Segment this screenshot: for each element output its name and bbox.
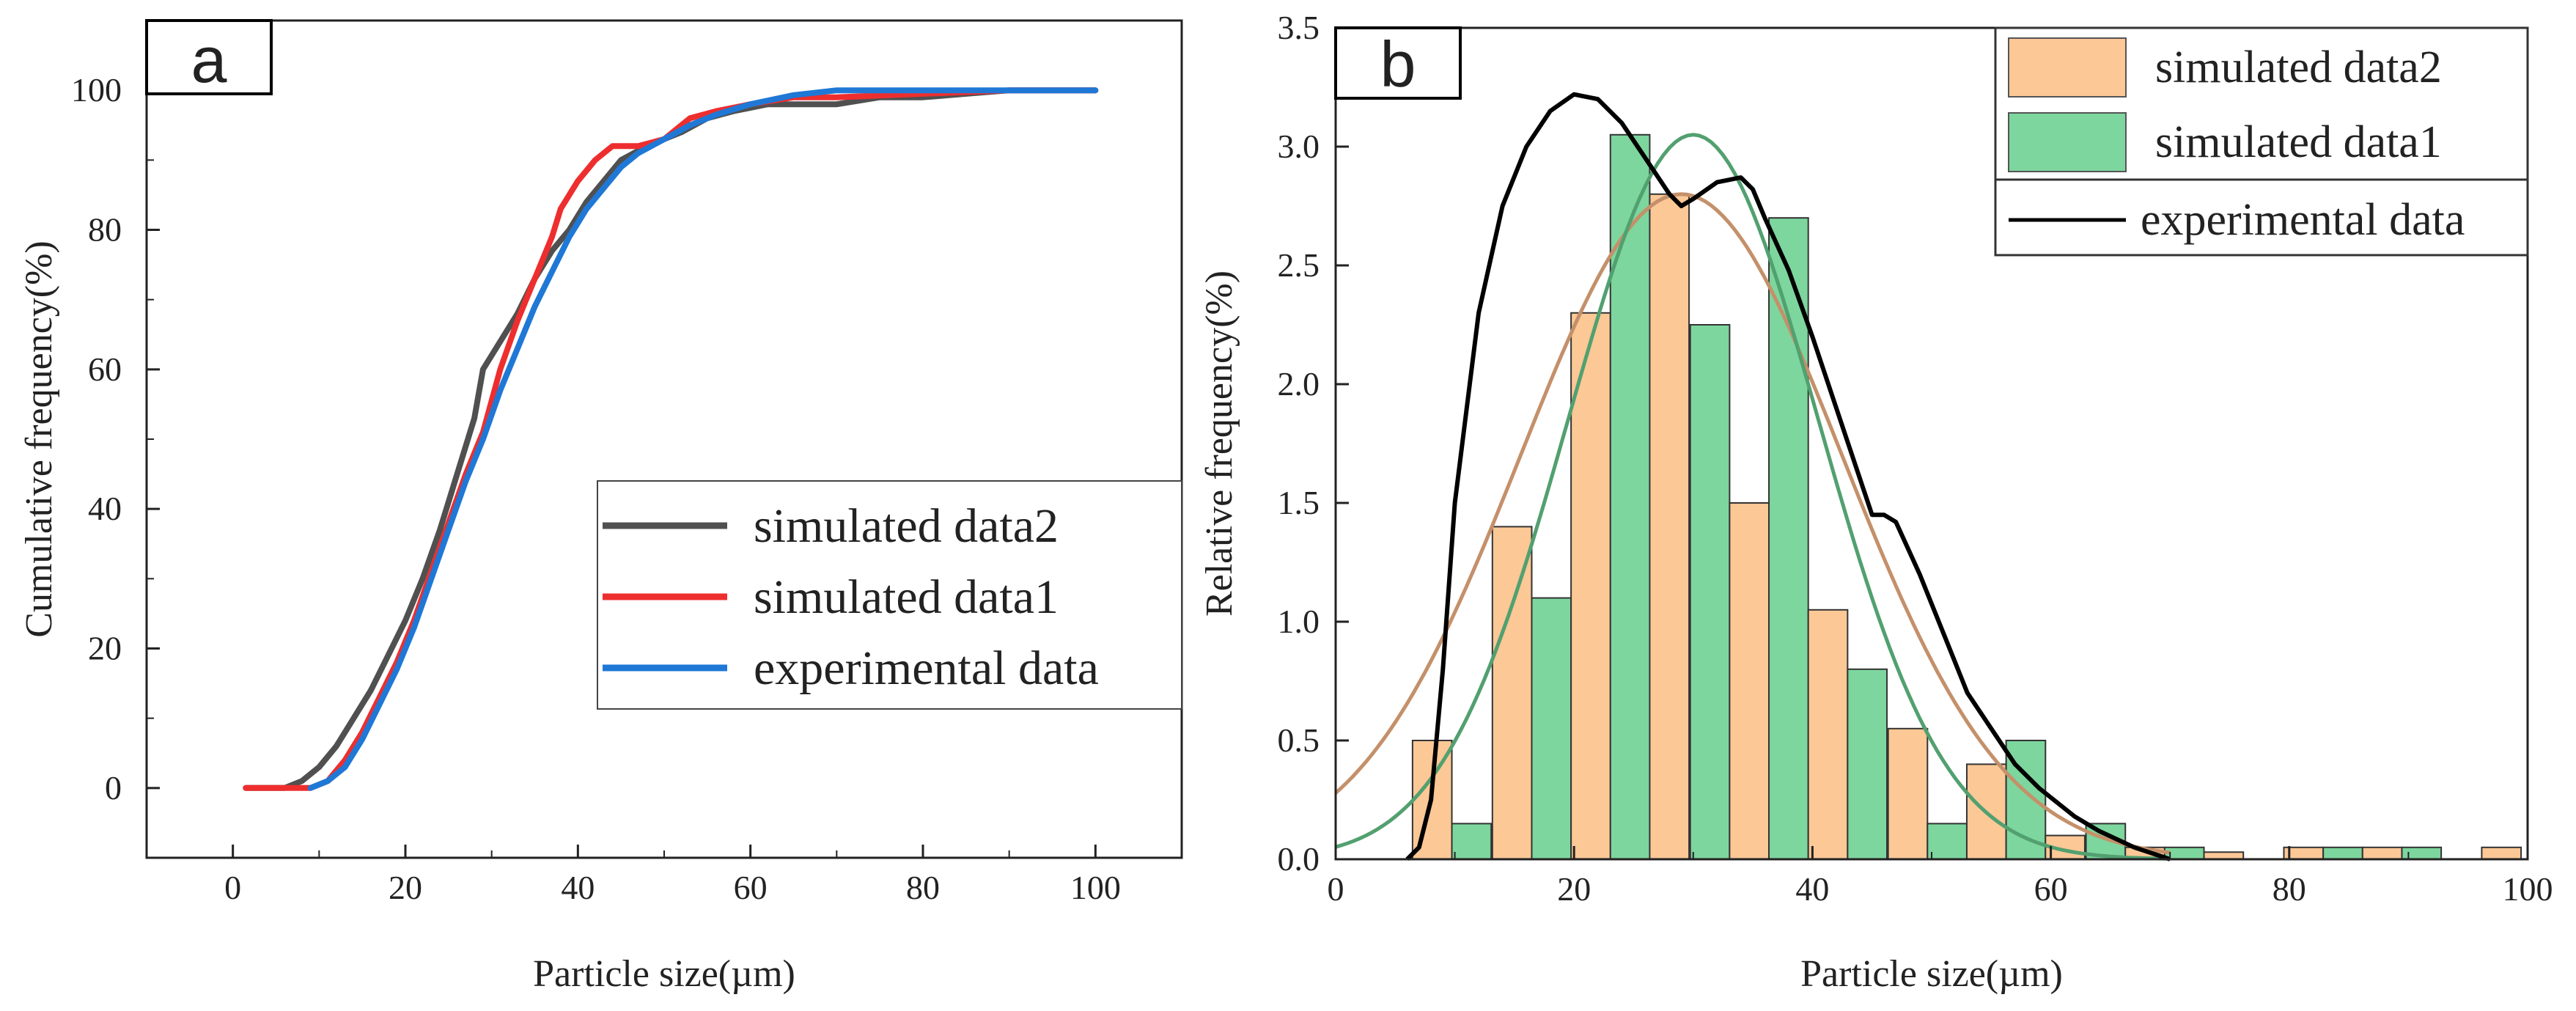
histogram-bar	[2045, 834, 2086, 860]
histogram-bar	[1927, 823, 1968, 861]
x-tick-label: 40	[1795, 870, 1829, 908]
x-tick-label: 0	[224, 869, 241, 906]
x-axis-label: Particle size(µm)	[1800, 953, 2063, 995]
y-tick-label: 20	[88, 630, 122, 667]
x-tick-label: 80	[2273, 870, 2306, 908]
histogram-bar	[1491, 526, 1533, 861]
panel-a: 0 20 40 60 80 100 0 20 40 60 80 100 Particle size(µm…	[18, 19, 1183, 995]
histogram-bar	[2322, 846, 2363, 861]
y-tick-label: 60	[88, 350, 122, 388]
histogram-bar	[1649, 193, 1690, 860]
histogram-bar	[1887, 727, 1929, 860]
panel-label-b: b	[1380, 28, 1416, 100]
y-tick-label: 1.0	[1278, 603, 1320, 640]
series-line	[307, 87, 1099, 791]
y-tick-label: 2.5	[1278, 246, 1320, 284]
y-axis-label: Relative frequency(%)	[1199, 271, 1240, 617]
x-tick-label: 60	[2034, 870, 2068, 908]
x-tick-label: 40	[561, 869, 595, 906]
y-tick-label: 80	[88, 211, 122, 249]
legend-swatch	[2008, 112, 2127, 172]
panel-b: 0 20 40 60 80 100 0.0 0.5 1.0 1.5 2.0 2.5 3.0 3.5 Part…	[1199, 9, 2553, 995]
x-tick-label: 80	[906, 869, 940, 906]
legend-label: simulated data2	[2155, 43, 2442, 92]
histogram-bar	[2481, 846, 2522, 861]
panel-label-box	[1334, 26, 1462, 100]
legend-label: simulated data2	[754, 499, 1059, 553]
histogram-bar	[1807, 609, 1849, 860]
histogram-bar	[2361, 846, 2403, 861]
histogram-bar	[1847, 668, 1888, 860]
legend-swatch	[2008, 37, 2127, 98]
y-tick-label: 3.5	[1278, 9, 1320, 46]
y-tick-label: 3.0	[1278, 128, 1320, 165]
panel-label-box	[145, 19, 273, 95]
y-tick-label: 0	[105, 769, 122, 806]
y-tick-label: 1.5	[1278, 484, 1320, 521]
x-tick-label: 20	[1557, 870, 1591, 908]
histogram-bar	[1531, 597, 1572, 860]
y-tick-label: 2.0	[1278, 365, 1320, 402]
x-tick-label: 20	[389, 869, 422, 906]
legend-label: simulated data1	[754, 570, 1059, 624]
legend-label: experimental data	[2141, 195, 2465, 245]
histogram-bar	[1729, 502, 1770, 860]
legend: simulated data2 simulated data1 experiment…	[597, 480, 1182, 710]
y-tick-label: 40	[88, 490, 122, 527]
histogram-bar	[1689, 324, 1731, 860]
panel-label-a: a	[191, 23, 227, 96]
legend-label: experimental data	[754, 641, 1099, 695]
experimental-line	[1405, 92, 2171, 861]
legend-label: simulated data1	[2155, 117, 2442, 167]
x-tick-label: 100	[2503, 870, 2553, 908]
histogram-bar	[1570, 312, 1611, 860]
histogram-bar	[1451, 823, 1493, 861]
x-axis-label: Particle size(µm)	[533, 953, 795, 995]
y-axis-label: Cumulative frequency(%)	[18, 240, 60, 637]
x-tick-label: 0	[1328, 870, 1344, 908]
x-tick-label: 100	[1070, 869, 1121, 906]
fit-curve	[1334, 192, 2171, 855]
fit-curve	[1335, 133, 2171, 861]
x-tick-label: 60	[734, 869, 768, 906]
y-tick-label: 0.0	[1278, 840, 1320, 878]
y-tick-label: 0.5	[1278, 721, 1320, 759]
y-tick-label: 100	[71, 71, 122, 109]
legend: simulated data2 simulated data1 experiment…	[1994, 26, 2529, 257]
